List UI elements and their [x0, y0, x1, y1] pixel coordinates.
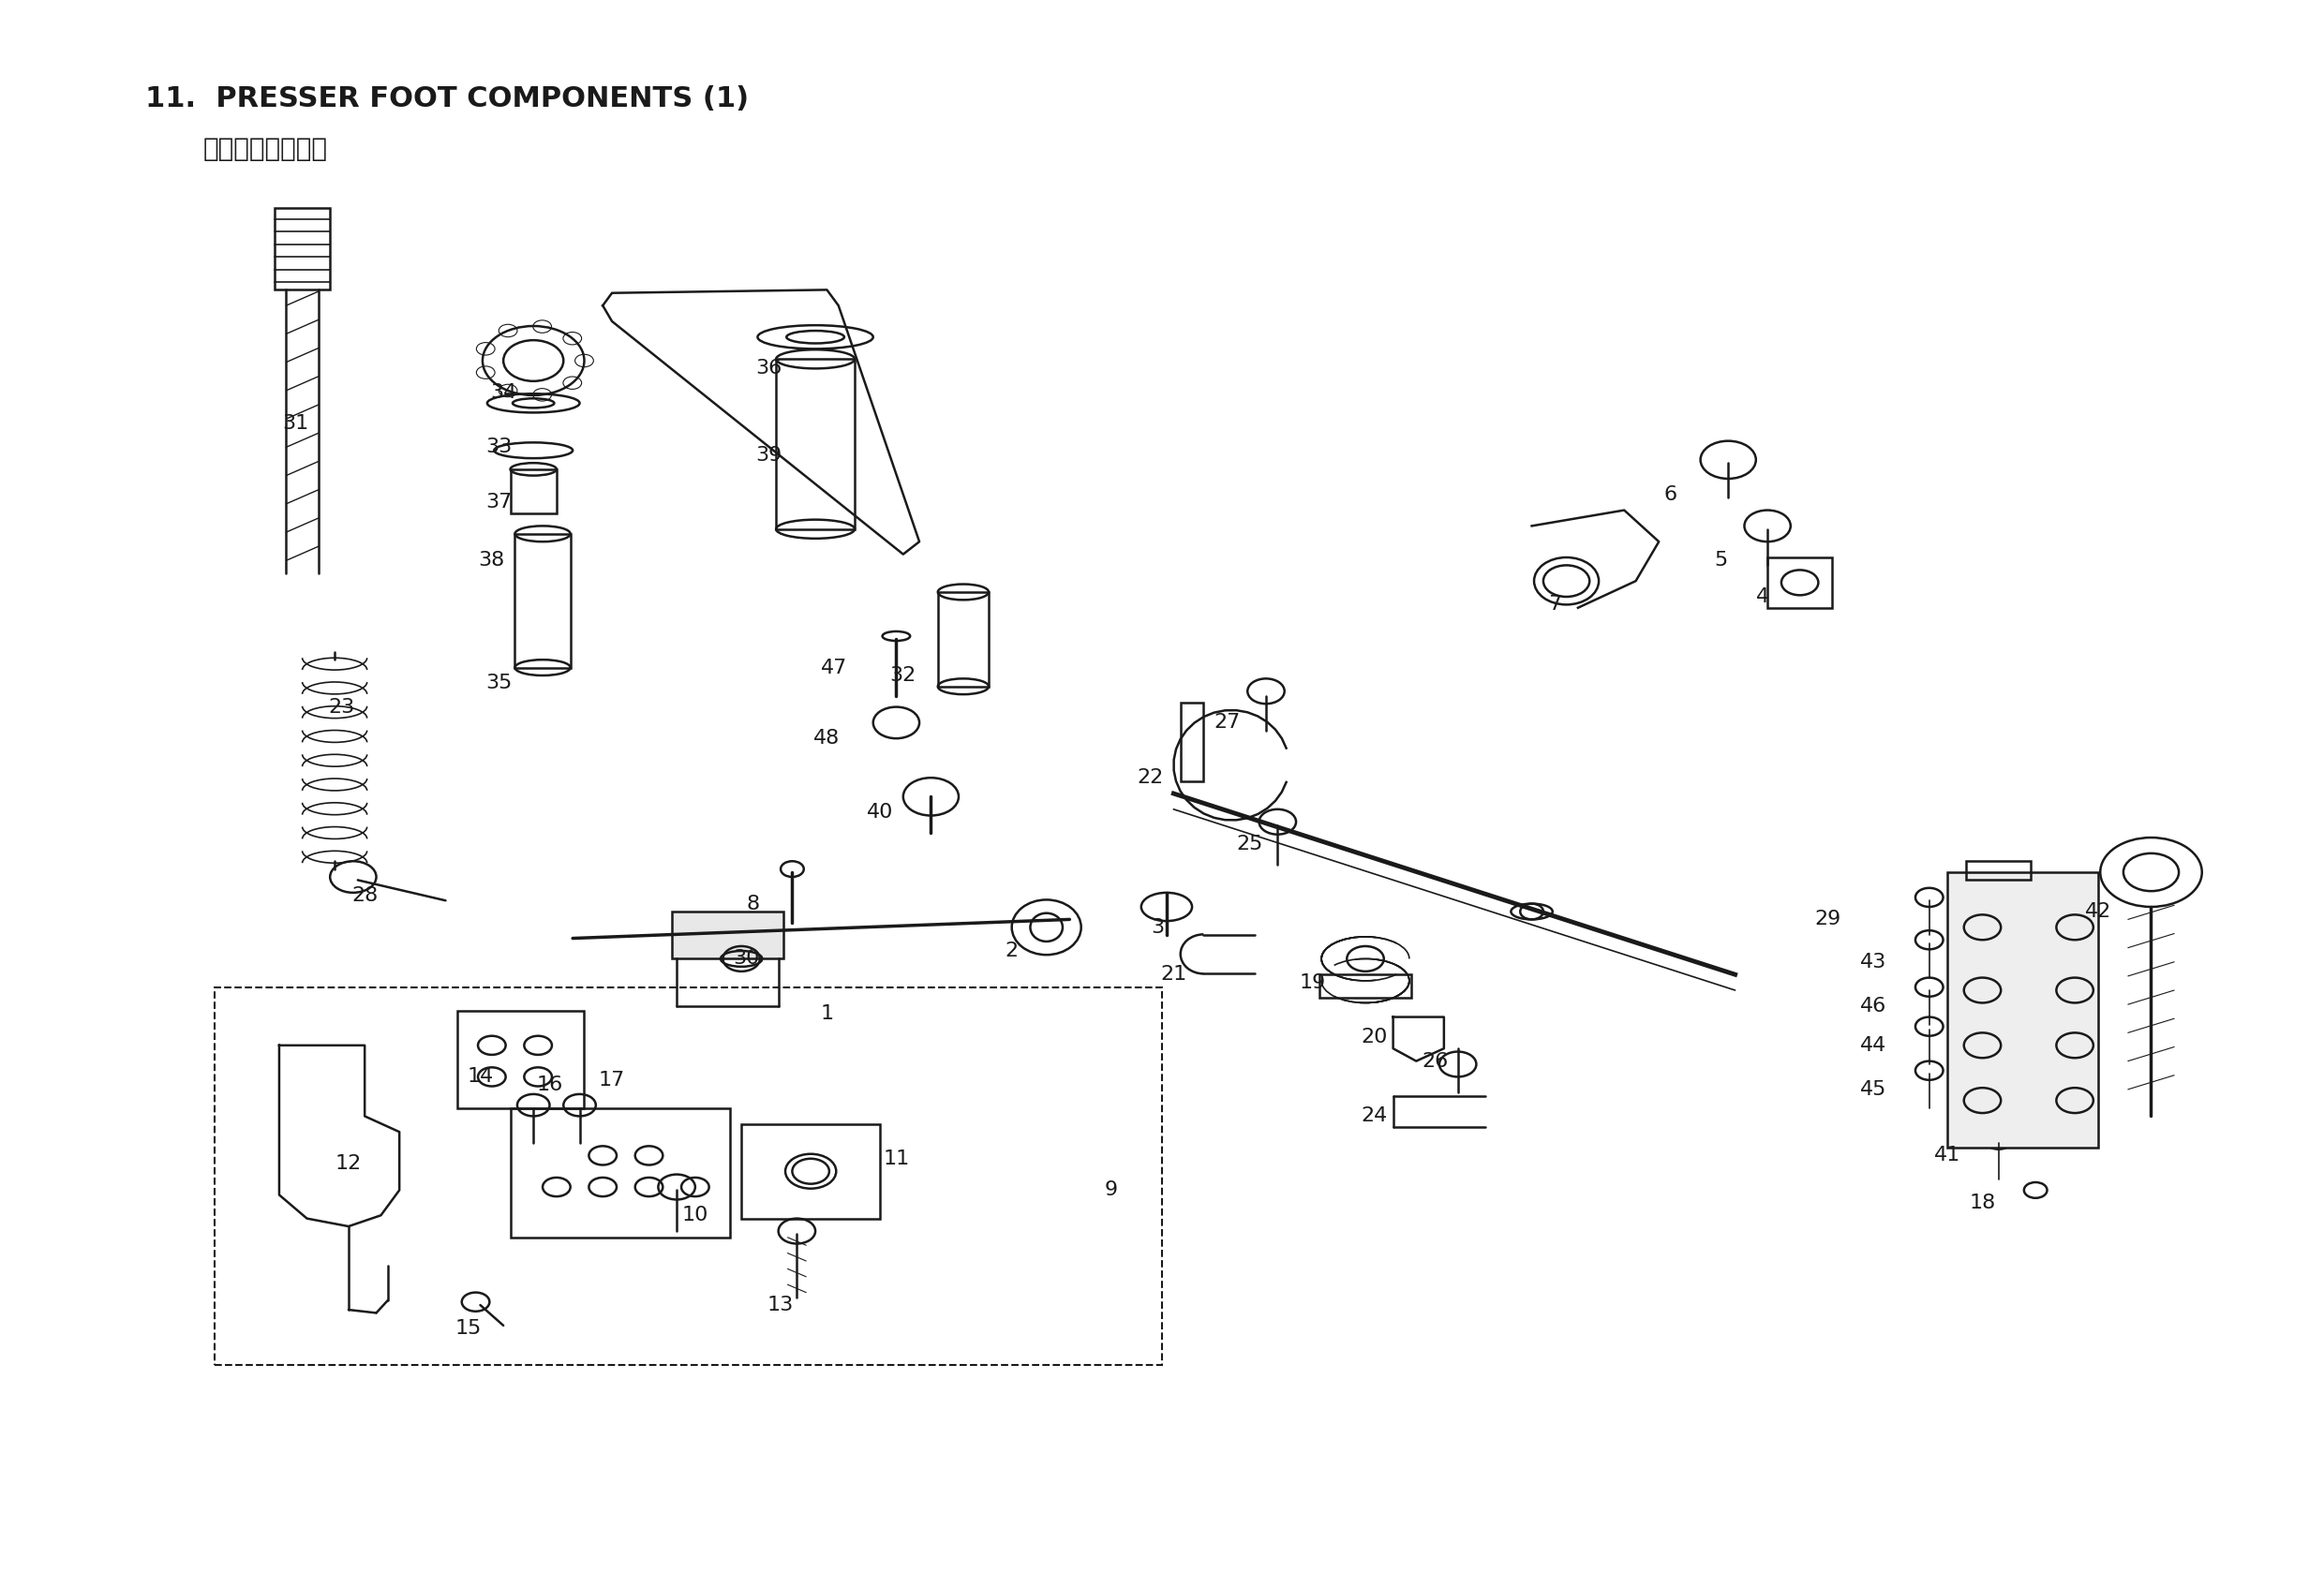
- Text: 2: 2: [1006, 941, 1018, 960]
- Text: 33: 33: [486, 438, 511, 457]
- Bar: [516, 533, 569, 668]
- Bar: [274, 208, 330, 290]
- Text: 46: 46: [1862, 997, 1887, 1016]
- Bar: [741, 1124, 881, 1219]
- Text: 21: 21: [1160, 965, 1188, 984]
- Text: 22: 22: [1136, 768, 1164, 787]
- Text: 31: 31: [281, 414, 309, 433]
- Text: 44: 44: [1862, 1036, 1887, 1055]
- Text: 14: 14: [467, 1068, 493, 1086]
- Text: 16: 16: [537, 1076, 562, 1093]
- Text: 37: 37: [486, 494, 511, 511]
- Text: 48: 48: [813, 728, 841, 747]
- Text: 4: 4: [1757, 587, 1769, 606]
- Bar: [1320, 974, 1411, 998]
- Text: 27: 27: [1213, 713, 1241, 732]
- Text: 12: 12: [335, 1154, 363, 1173]
- Text: 26: 26: [1422, 1052, 1448, 1071]
- Text: 41: 41: [1934, 1146, 1961, 1165]
- Text: 3: 3: [1150, 917, 1164, 936]
- Text: 9: 9: [1104, 1181, 1118, 1200]
- Text: 38: 38: [479, 551, 504, 570]
- Text: 6: 6: [1664, 486, 1678, 503]
- Text: 13: 13: [767, 1295, 795, 1314]
- Text: 36: 36: [755, 359, 783, 378]
- Bar: [776, 359, 855, 528]
- Text: 28: 28: [351, 887, 379, 905]
- Text: 11: 11: [883, 1149, 909, 1168]
- Bar: [511, 1108, 730, 1238]
- Bar: [1966, 862, 2031, 881]
- Text: 35: 35: [486, 674, 511, 692]
- Text: 32: 32: [890, 667, 916, 686]
- Text: 39: 39: [755, 446, 783, 465]
- Bar: [1948, 873, 2099, 1147]
- Text: 7: 7: [1548, 595, 1562, 614]
- Bar: [672, 911, 783, 959]
- Text: 10: 10: [681, 1206, 709, 1225]
- Text: 17: 17: [600, 1071, 625, 1089]
- Text: 42: 42: [2085, 901, 2110, 920]
- Text: 18: 18: [1968, 1193, 1996, 1212]
- Bar: [1181, 701, 1204, 781]
- Text: 1: 1: [820, 1005, 834, 1024]
- Bar: [1769, 557, 1831, 608]
- Text: 19: 19: [1299, 973, 1325, 992]
- Text: 25: 25: [1236, 835, 1264, 854]
- Bar: [458, 1011, 583, 1108]
- Text: 押さえ関係（１）: 押さえ関係（１）: [202, 135, 328, 162]
- Text: 29: 29: [1815, 909, 1841, 928]
- Text: 20: 20: [1362, 1028, 1387, 1047]
- Text: 40: 40: [867, 803, 892, 822]
- Text: 11.  PRESSER FOOT COMPONENTS (1): 11. PRESSER FOOT COMPONENTS (1): [144, 86, 748, 113]
- Text: 45: 45: [1862, 1081, 1887, 1098]
- Text: 43: 43: [1862, 952, 1887, 971]
- Text: 15: 15: [456, 1319, 481, 1338]
- Text: 8: 8: [746, 895, 760, 913]
- Text: 5: 5: [1715, 551, 1729, 570]
- Bar: [939, 592, 988, 687]
- Text: 47: 47: [820, 659, 846, 678]
- Text: 34: 34: [490, 382, 516, 402]
- Text: 30: 30: [732, 949, 760, 968]
- Text: 24: 24: [1362, 1106, 1387, 1125]
- Text: 23: 23: [328, 698, 356, 716]
- Bar: [511, 470, 555, 513]
